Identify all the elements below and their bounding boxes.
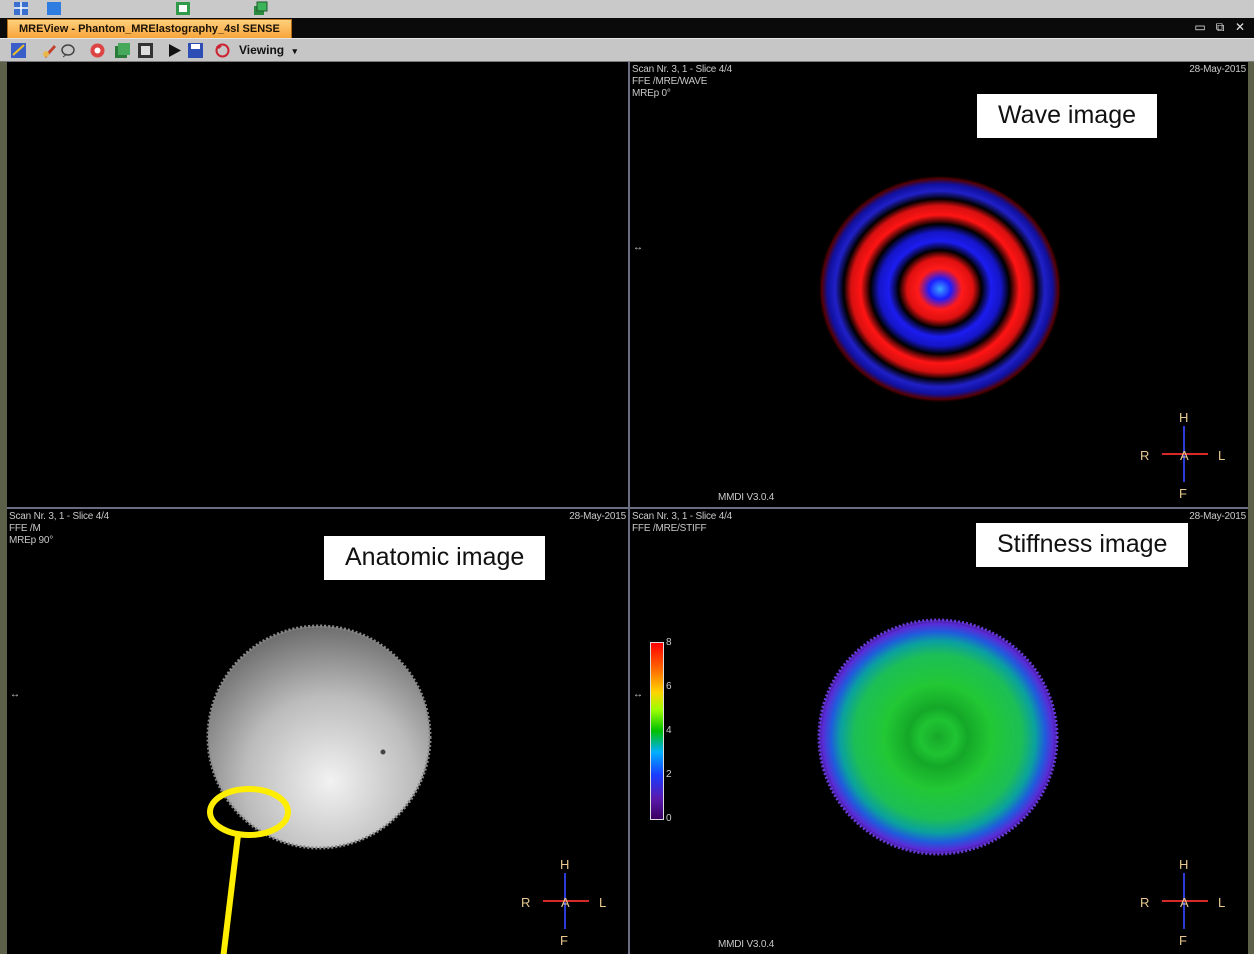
play-icon[interactable] xyxy=(166,42,183,59)
viewport-anatomic[interactable]: Scan Nr. 3, 1 - Slice 4/4 FFE /M MREp 90… xyxy=(7,509,628,954)
scan-info: Scan Nr. 3, 1 - Slice 4/4 FFE /M MREp 90… xyxy=(9,511,109,547)
scan-date: 28-May-2015 xyxy=(1189,64,1246,75)
orient-right: R xyxy=(1140,895,1150,910)
wave-image xyxy=(818,175,1062,403)
orient-anterior: A xyxy=(1180,895,1189,910)
float-icon[interactable]: ⧉ xyxy=(1215,20,1225,34)
orient-right: R xyxy=(1140,448,1150,463)
viewing-mode-dropdown[interactable]: Viewing ▾ xyxy=(239,43,297,59)
colorbar-tick: 8 xyxy=(666,637,672,648)
orient-foot: F xyxy=(560,933,568,948)
window-titlebar: MREView - Phantom_MRElastography_4sl SEN… xyxy=(0,18,1254,38)
stiffness-image xyxy=(817,618,1059,856)
scan-info-line: FFE /M xyxy=(9,523,41,534)
roi-icon[interactable] xyxy=(60,42,77,59)
scan-info: Scan Nr. 3, 1 - Slice 4/4 FFE /MRE/WAVE … xyxy=(632,64,732,100)
orient-head: H xyxy=(560,857,570,872)
viewport-top-left[interactable] xyxy=(7,62,628,507)
orient-foot: F xyxy=(1179,933,1187,948)
window-title-tab[interactable]: MREView - Phantom_MRElastography_4sl SEN… xyxy=(7,19,292,38)
export-icon[interactable] xyxy=(137,42,154,59)
viewport-stiffness[interactable]: Scan Nr. 3, 1 - Slice 4/4 FFE /MRE/STIFF… xyxy=(630,509,1248,954)
save-icon[interactable] xyxy=(187,42,204,59)
highlight-annotation xyxy=(207,786,291,954)
scan-info-line: Scan Nr. 3, 1 - Slice 4/4 xyxy=(9,511,110,522)
scan-info-line: MREp 0° xyxy=(632,88,671,99)
pan-arrow-icon[interactable]: ↔ xyxy=(633,242,643,253)
wave-image-label: Wave image xyxy=(977,94,1158,138)
stiffness-colorbar xyxy=(650,642,664,820)
stack-icon[interactable] xyxy=(175,1,191,16)
scan-date: 28-May-2015 xyxy=(569,511,626,522)
orientation-marker: H F R L A xyxy=(1134,402,1234,502)
colorbar-tick: 6 xyxy=(666,681,672,692)
scan-info-line: Scan Nr. 3, 1 - Slice 4/4 xyxy=(632,64,733,75)
orientation-marker: H F R L A xyxy=(1134,849,1234,949)
viewport-wave[interactable]: Scan Nr. 3, 1 - Slice 4/4 FFE /MRE/WAVE … xyxy=(630,62,1248,507)
orient-right: R xyxy=(521,895,531,910)
orient-head: H xyxy=(1179,410,1189,425)
viewing-label: Viewing xyxy=(239,43,285,57)
stiffness-image-label: Stiffness image xyxy=(976,523,1189,567)
viewport-divider-horizontal[interactable] xyxy=(7,507,1248,509)
pan-arrow-icon[interactable]: ↔ xyxy=(10,689,20,700)
orient-anterior: A xyxy=(1180,448,1189,463)
orient-foot: F xyxy=(1179,486,1187,501)
series-icon[interactable] xyxy=(89,42,106,59)
quick-access-strip xyxy=(0,0,1254,18)
scan-info-line: Scan Nr. 3, 1 - Slice 4/4 xyxy=(632,511,733,522)
scan-info-line: MREp 90° xyxy=(9,535,54,546)
chevron-down-icon: ▾ xyxy=(292,46,297,56)
orient-left: L xyxy=(599,895,607,910)
scan-info-line: FFE /MRE/WAVE xyxy=(632,76,708,87)
paint-icon[interactable] xyxy=(41,42,58,59)
orient-head: H xyxy=(1179,857,1189,872)
close-icon[interactable]: ✕ xyxy=(1234,20,1246,34)
scan-date: 28-May-2015 xyxy=(1189,511,1246,522)
cascade-icon[interactable] xyxy=(252,1,268,16)
orientation-marker: H F R L A xyxy=(515,849,615,949)
software-version: MMDI V3.0.4 xyxy=(718,492,775,503)
stack-icon[interactable] xyxy=(114,42,131,59)
window-icon[interactable] xyxy=(46,1,62,16)
refresh-icon[interactable] xyxy=(214,42,231,59)
pan-arrow-icon[interactable]: ↔ xyxy=(633,689,643,700)
layout-icon[interactable] xyxy=(10,42,27,59)
colorbar-tick: 0 xyxy=(666,813,672,824)
scan-info: Scan Nr. 3, 1 - Slice 4/4 FFE /MRE/STIFF xyxy=(632,511,732,535)
software-version: MMDI V3.0.4 xyxy=(718,939,775,950)
colorbar-tick: 4 xyxy=(666,725,672,736)
orient-left: L xyxy=(1218,448,1226,463)
orient-left: L xyxy=(1218,895,1226,910)
anatomic-image-label: Anatomic image xyxy=(324,536,546,580)
restore-icon[interactable]: ▭ xyxy=(1194,20,1206,34)
scan-info-line: FFE /MRE/STIFF xyxy=(632,523,707,534)
grid-view-icon[interactable] xyxy=(13,1,29,16)
colorbar-tick: 2 xyxy=(666,769,672,780)
toolbar: Viewing ▾ xyxy=(0,38,1254,62)
orient-anterior: A xyxy=(561,895,570,910)
